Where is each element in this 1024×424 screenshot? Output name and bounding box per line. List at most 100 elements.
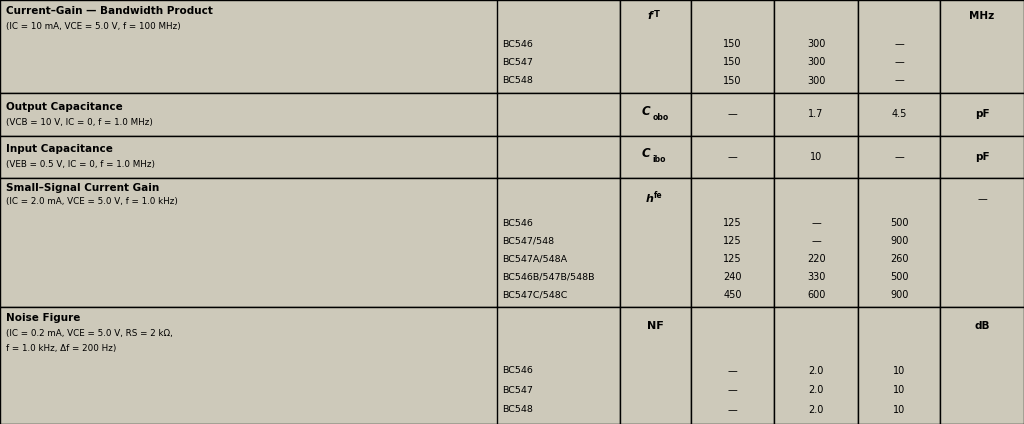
Bar xyxy=(0,136,620,178)
Text: f = 1.0 kHz, Δf = 200 Hz): f = 1.0 kHz, Δf = 200 Hz) xyxy=(6,344,117,353)
Bar xyxy=(858,307,940,424)
Text: —: — xyxy=(894,75,904,86)
Text: 2.0: 2.0 xyxy=(808,366,824,376)
Text: Noise Figure: Noise Figure xyxy=(6,313,81,323)
Text: h: h xyxy=(645,194,653,204)
Text: 125: 125 xyxy=(723,236,742,246)
Text: —: — xyxy=(977,194,987,204)
Text: C: C xyxy=(642,105,650,117)
Text: BC547: BC547 xyxy=(502,386,532,395)
Text: 220: 220 xyxy=(807,254,825,264)
Bar xyxy=(940,178,1024,307)
Bar xyxy=(858,93,940,136)
Text: —: — xyxy=(728,404,737,415)
Text: BC546: BC546 xyxy=(502,366,532,375)
Bar xyxy=(774,307,858,424)
Text: 2.0: 2.0 xyxy=(808,404,824,415)
Bar xyxy=(0,93,620,136)
Bar xyxy=(0,0,620,93)
Text: 500: 500 xyxy=(890,272,908,282)
Text: ibo: ibo xyxy=(652,155,666,165)
Text: —: — xyxy=(894,39,904,50)
Text: C: C xyxy=(642,147,650,160)
Text: 10: 10 xyxy=(893,385,905,395)
Bar xyxy=(774,178,858,307)
Text: 10: 10 xyxy=(810,152,822,162)
Bar xyxy=(691,0,774,93)
Text: BC546: BC546 xyxy=(502,219,532,228)
Bar xyxy=(691,136,774,178)
Text: NF: NF xyxy=(647,321,664,332)
Text: 450: 450 xyxy=(723,290,742,300)
Text: 600: 600 xyxy=(807,290,825,300)
Bar xyxy=(774,93,858,136)
Text: —: — xyxy=(894,58,904,67)
Bar xyxy=(858,0,940,93)
Text: —: — xyxy=(728,385,737,395)
Text: 300: 300 xyxy=(807,39,825,50)
Text: BC547: BC547 xyxy=(502,58,532,67)
Text: 300: 300 xyxy=(807,58,825,67)
Text: 10: 10 xyxy=(893,404,905,415)
Text: —: — xyxy=(728,109,737,120)
Text: 4.5: 4.5 xyxy=(891,109,907,120)
Text: pF: pF xyxy=(975,152,989,162)
Text: 125: 125 xyxy=(723,218,742,228)
Bar xyxy=(858,178,940,307)
Text: 1.7: 1.7 xyxy=(808,109,824,120)
Text: BC548: BC548 xyxy=(502,76,532,85)
Bar xyxy=(620,0,691,93)
Text: (IC = 10 mA, VCE = 5.0 V, f = 100 MHz): (IC = 10 mA, VCE = 5.0 V, f = 100 MHz) xyxy=(6,22,181,31)
Text: —: — xyxy=(728,366,737,376)
Text: BC547C/548C: BC547C/548C xyxy=(502,290,567,299)
Bar xyxy=(940,136,1024,178)
Text: 260: 260 xyxy=(890,254,908,264)
Text: 125: 125 xyxy=(723,254,742,264)
Bar xyxy=(0,178,620,307)
Text: (VCB = 10 V, IC = 0, f = 1.0 MHz): (VCB = 10 V, IC = 0, f = 1.0 MHz) xyxy=(6,117,153,127)
Bar xyxy=(940,0,1024,93)
Text: pF: pF xyxy=(975,109,989,120)
Text: 150: 150 xyxy=(723,58,742,67)
Bar xyxy=(940,93,1024,136)
Text: 500: 500 xyxy=(890,218,908,228)
Bar xyxy=(858,136,940,178)
Bar xyxy=(0,307,620,424)
Text: T: T xyxy=(654,10,660,19)
Text: BC546: BC546 xyxy=(502,40,532,49)
Text: Current–Gain — Bandwidth Product: Current–Gain — Bandwidth Product xyxy=(6,6,213,16)
Text: (VEB = 0.5 V, IC = 0, f = 1.0 MHz): (VEB = 0.5 V, IC = 0, f = 1.0 MHz) xyxy=(6,160,156,169)
Bar xyxy=(774,136,858,178)
Bar xyxy=(691,178,774,307)
Text: (IC = 0.2 mA, VCE = 5.0 V, RS = 2 kΩ,: (IC = 0.2 mA, VCE = 5.0 V, RS = 2 kΩ, xyxy=(6,329,173,338)
Text: 900: 900 xyxy=(890,236,908,246)
Text: (IC = 2.0 mA, VCE = 5.0 V, f = 1.0 kHz): (IC = 2.0 mA, VCE = 5.0 V, f = 1.0 kHz) xyxy=(6,197,178,206)
Text: f: f xyxy=(647,11,652,21)
Text: —: — xyxy=(811,218,821,228)
Text: 150: 150 xyxy=(723,39,742,50)
Text: 150: 150 xyxy=(723,75,742,86)
Text: BC548: BC548 xyxy=(502,405,532,414)
Text: —: — xyxy=(894,152,904,162)
Bar xyxy=(691,93,774,136)
Bar xyxy=(620,136,691,178)
Text: obo: obo xyxy=(652,113,669,122)
Bar xyxy=(620,307,691,424)
Text: fe: fe xyxy=(654,192,663,201)
Text: 330: 330 xyxy=(807,272,825,282)
Text: —: — xyxy=(811,236,821,246)
Text: BC547A/548A: BC547A/548A xyxy=(502,254,567,263)
Text: dB: dB xyxy=(974,321,990,332)
Text: Small–Signal Current Gain: Small–Signal Current Gain xyxy=(6,184,160,193)
Text: MHz: MHz xyxy=(970,11,994,21)
Text: 2.0: 2.0 xyxy=(808,385,824,395)
Bar xyxy=(691,307,774,424)
Text: Output Capacitance: Output Capacitance xyxy=(6,102,123,112)
Text: —: — xyxy=(728,152,737,162)
Text: 10: 10 xyxy=(893,366,905,376)
Bar xyxy=(620,93,691,136)
Bar xyxy=(774,0,858,93)
Text: BC547/548: BC547/548 xyxy=(502,237,554,245)
Text: 900: 900 xyxy=(890,290,908,300)
Text: 300: 300 xyxy=(807,75,825,86)
